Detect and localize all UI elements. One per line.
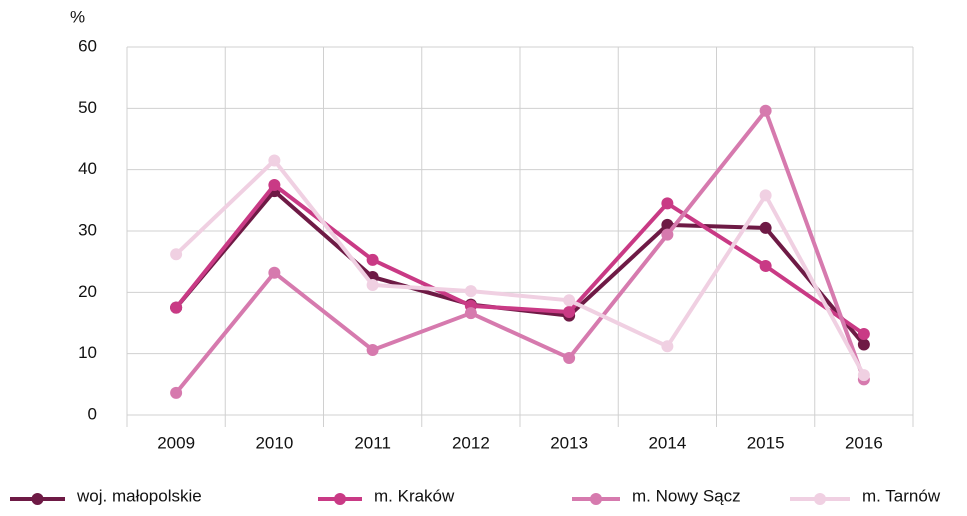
y-tick-label: 30 [78, 220, 97, 239]
data-point [366, 253, 379, 266]
data-point [661, 340, 674, 353]
x-tick-label: 2010 [255, 433, 293, 452]
y-tick-label: 60 [78, 36, 97, 55]
y-tick-label: 10 [78, 343, 97, 362]
x-tick-label: 2014 [648, 433, 686, 452]
x-tick-label: 2009 [157, 433, 195, 452]
y-axis-label: % [70, 7, 85, 26]
data-point [857, 369, 870, 382]
data-point [464, 307, 477, 320]
legend-label: m. Kraków [374, 486, 455, 505]
data-point [857, 338, 870, 351]
legend-marker [814, 493, 826, 505]
y-tick-label: 0 [88, 404, 97, 423]
y-tick-label: 40 [78, 159, 97, 178]
data-point [563, 351, 576, 364]
data-point [268, 266, 281, 279]
legend-marker [31, 493, 44, 505]
data-point [464, 285, 477, 298]
series-line [174, 108, 866, 395]
data-point [170, 386, 183, 399]
data-point [563, 294, 576, 307]
x-tick-label: 2013 [550, 433, 588, 452]
data-point [268, 154, 281, 167]
legend-label: m. Nowy Sącz [632, 486, 741, 505]
y-tick-label: 20 [78, 282, 97, 301]
legend-marker [334, 493, 346, 505]
x-tick-label: 2015 [747, 433, 785, 452]
series-line [174, 183, 866, 336]
legend-marker [590, 493, 602, 505]
y-tick-label: 50 [78, 98, 97, 117]
data-point [759, 104, 772, 117]
data-point [268, 179, 281, 191]
data-point [857, 328, 870, 341]
series-line [174, 158, 866, 377]
data-point [366, 343, 379, 356]
legend-label: woj. małopolskie [76, 486, 202, 505]
data-point [366, 278, 379, 291]
data-point [661, 197, 674, 210]
data-point [759, 259, 772, 272]
x-tick-label: 2016 [845, 433, 883, 452]
data-point [661, 228, 674, 241]
data-point [759, 189, 772, 202]
data-point [170, 301, 183, 314]
data-point [759, 221, 772, 234]
legend-label: m. Tarnów [862, 486, 941, 505]
data-point [170, 248, 183, 261]
x-tick-label: 2011 [354, 433, 391, 452]
data-point [563, 305, 576, 318]
x-tick-label: 2012 [452, 433, 490, 452]
